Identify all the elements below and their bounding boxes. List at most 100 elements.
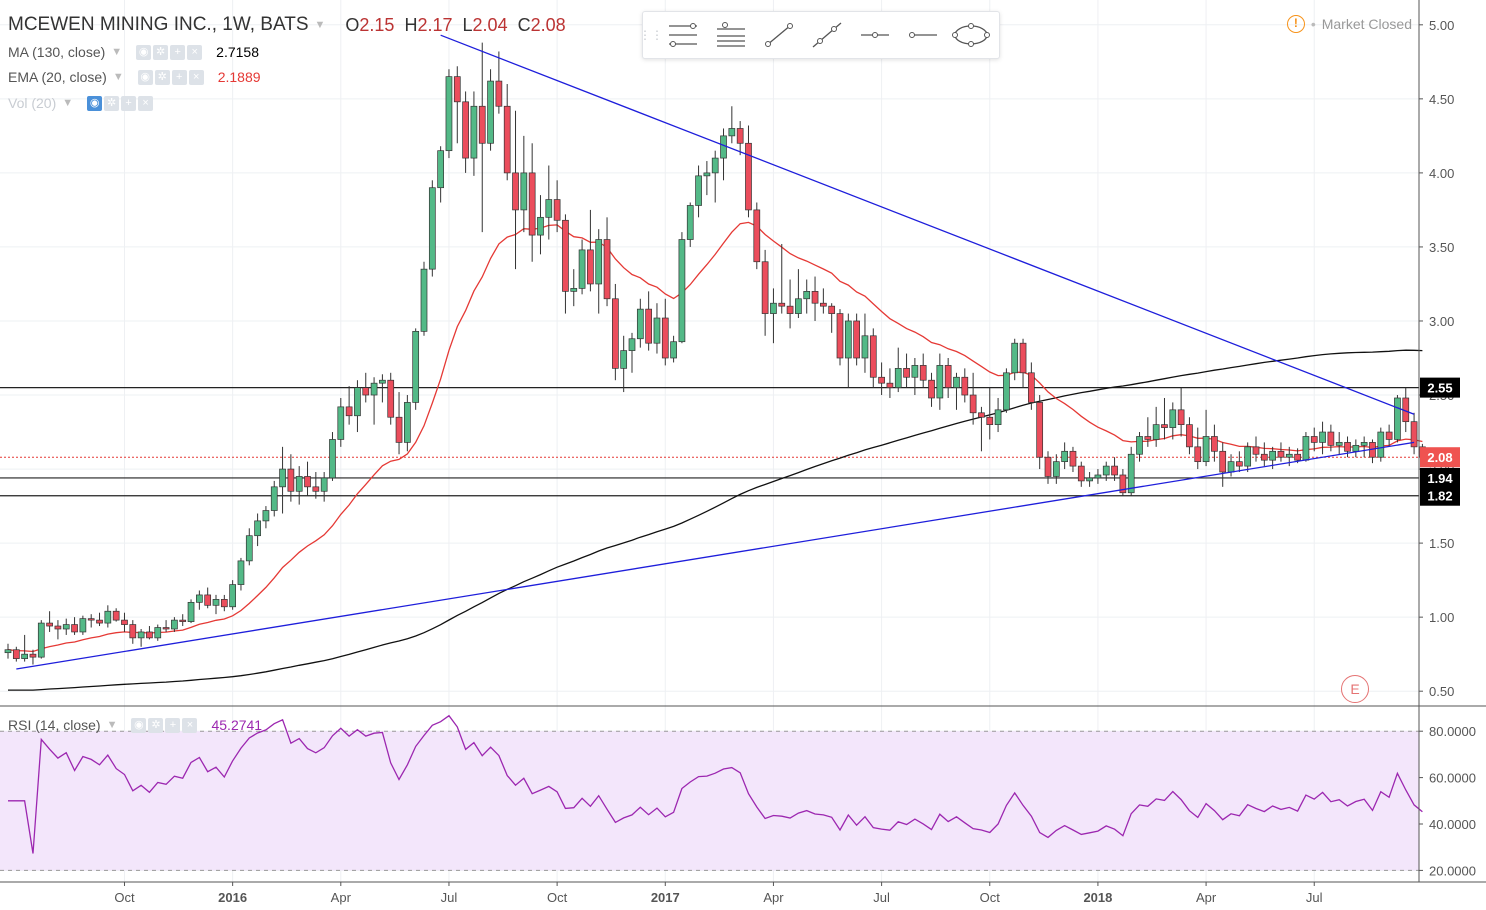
chevron-down-icon[interactable]: ▼	[62, 97, 74, 109]
close-icon[interactable]: ×	[138, 95, 154, 111]
candle-body	[1077, 465, 1085, 482]
gear-icon[interactable]: ✲	[148, 717, 164, 733]
candle-body	[4, 649, 12, 654]
candle-body	[720, 135, 727, 159]
plus-icon[interactable]: +	[171, 69, 187, 85]
close-icon[interactable]: ×	[187, 44, 203, 60]
chevron-down-icon[interactable]: ▼	[106, 719, 118, 731]
candle-body	[1302, 436, 1310, 461]
price-tick-label: 0.50	[1429, 684, 1454, 699]
chevron-down-icon[interactable]: ▼	[112, 71, 124, 83]
gear-icon[interactable]: ✲	[104, 95, 120, 111]
status-dot: •	[1310, 16, 1316, 32]
candle-body	[1144, 436, 1152, 440]
candle-body	[1161, 424, 1168, 428]
candle-body	[537, 216, 544, 236]
candle-body	[636, 308, 644, 340]
chevron-down-icon[interactable]: ▼	[314, 19, 326, 31]
chevron-down-icon[interactable]: ▼	[111, 46, 123, 58]
symbol-title[interactable]: MCEWEN MINING INC., 1W, BATS	[8, 14, 309, 35]
candle-body	[62, 624, 70, 630]
horizontal-line-icon[interactable]	[899, 12, 947, 58]
earnings-marker[interactable]: E	[1341, 675, 1369, 703]
candle-body	[661, 317, 669, 359]
candle-body	[1111, 465, 1118, 476]
rsi-value: 45.2741	[211, 717, 263, 733]
open-label: O	[345, 14, 360, 35]
candle-body	[179, 619, 187, 622]
candle-body	[1410, 421, 1418, 448]
candle-body	[653, 317, 661, 344]
candle-body	[1244, 446, 1252, 467]
rsi-series	[8, 714, 1423, 854]
low-label: L	[462, 14, 473, 35]
candle-body	[171, 619, 178, 630]
candle-body	[370, 382, 378, 396]
trend-line-icon[interactable]	[755, 12, 803, 58]
eye-icon[interactable]: ◉	[131, 717, 147, 733]
candle-body	[96, 619, 103, 624]
candle-body	[1028, 372, 1035, 403]
low-value: 2.04	[472, 14, 508, 35]
gear-icon[interactable]: ✲	[153, 44, 169, 60]
close-value: 2.08	[530, 14, 566, 35]
high-label: H	[404, 14, 418, 35]
candle-body	[728, 128, 736, 137]
candle-body	[678, 239, 686, 343]
rsi-label[interactable]: RSI (14, close)	[8, 717, 101, 733]
ema-20-line	[7, 221, 1423, 653]
eye-icon[interactable]: ◉	[136, 44, 152, 60]
candle-body	[953, 376, 960, 388]
channel-icon[interactable]	[707, 12, 755, 58]
eye-icon[interactable]: ◉	[137, 69, 153, 85]
trend-lines[interactable]	[16, 34, 1415, 670]
candle-body	[528, 172, 536, 236]
candle-body	[1335, 442, 1343, 446]
candle-body	[1061, 450, 1068, 463]
candle-body	[420, 268, 428, 332]
candle-body	[703, 172, 711, 177]
candle-body	[1019, 342, 1027, 374]
candle-body	[545, 199, 553, 218]
candle-body	[404, 402, 411, 443]
candle-body	[196, 594, 203, 603]
candle-body	[695, 175, 702, 206]
candle-body	[1360, 442, 1368, 446]
rsi-line	[8, 714, 1423, 854]
plus-icon[interactable]: +	[121, 95, 137, 111]
candle-body	[886, 382, 894, 388]
candle-body	[270, 486, 278, 511]
candle-body	[470, 105, 478, 159]
candle-body	[237, 560, 245, 585]
candle-body	[104, 610, 112, 624]
eye-icon[interactable]: ◉	[87, 95, 103, 111]
close-icon[interactable]: ×	[182, 717, 198, 733]
candle-body	[478, 105, 486, 144]
gear-icon[interactable]: ✲	[154, 69, 170, 85]
candle-body	[620, 350, 628, 369]
price-tick-label: 3.00	[1429, 314, 1454, 329]
candle-body	[969, 394, 977, 414]
candle-body	[1119, 474, 1127, 494]
rsi-controls: ◉ ✲ + ×	[131, 717, 198, 733]
ellipse-icon[interactable]	[947, 12, 995, 58]
parallel-lines-icon[interactable]	[659, 12, 707, 58]
horizontal-ray-icon[interactable]	[851, 12, 899, 58]
candle-body	[54, 625, 62, 630]
candle-body	[512, 172, 519, 211]
ema-label[interactable]: EMA (20, close)	[8, 69, 107, 85]
plus-icon[interactable]: +	[165, 717, 181, 733]
drag-handle-icon[interactable]: ⋮⋮	[639, 28, 663, 42]
candle-body	[778, 302, 786, 307]
candle-body	[154, 627, 162, 639]
candle-body	[853, 320, 860, 359]
moving-averages	[7, 221, 1423, 691]
close-icon[interactable]: ×	[188, 69, 204, 85]
warning-icon[interactable]: !	[1286, 15, 1305, 33]
candle-body	[753, 209, 761, 263]
vol-label[interactable]: Vol (20)	[8, 95, 57, 111]
ma-label[interactable]: MA (130, close)	[8, 44, 106, 60]
plus-icon[interactable]: +	[170, 44, 186, 60]
ray-line-icon[interactable]	[803, 12, 851, 58]
